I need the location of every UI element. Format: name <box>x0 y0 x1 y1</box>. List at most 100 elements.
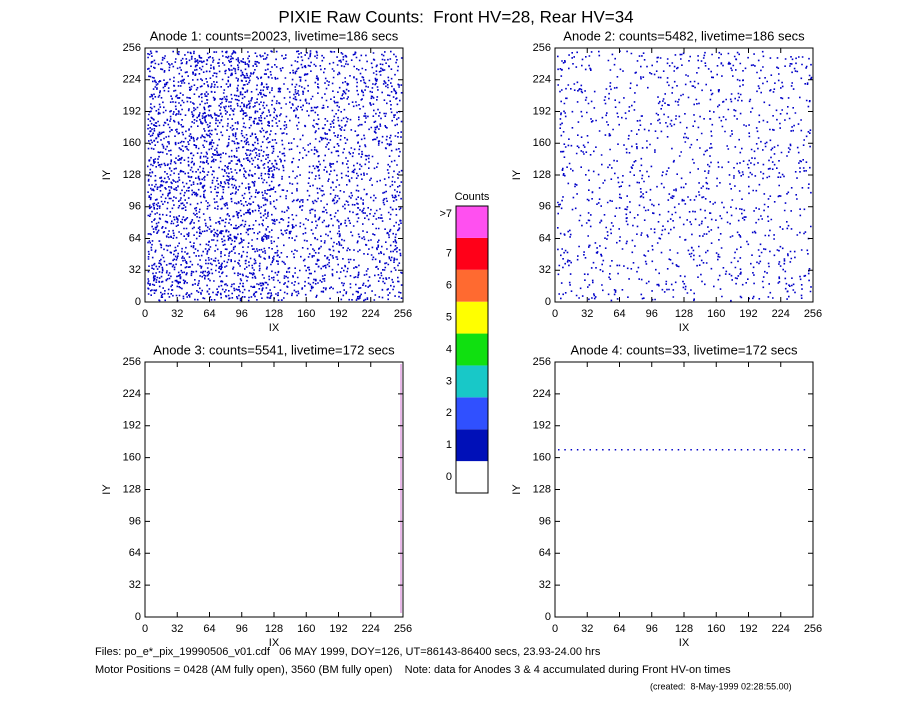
y-axis-label: IY <box>511 484 523 495</box>
x-tick-label: 96 <box>646 623 658 635</box>
x-tick-label: 224 <box>772 308 790 320</box>
colorbar-label: 3 <box>446 375 452 387</box>
x-axis-label: IX <box>269 637 280 649</box>
x-tick-label: 32 <box>581 308 593 320</box>
y-tick-label: 128 <box>123 483 141 495</box>
x-tick-label: 160 <box>297 308 315 320</box>
y-tick-label: 192 <box>533 105 551 117</box>
x-tick-label: 64 <box>203 623 215 635</box>
x-tick-label: 224 <box>362 308 380 320</box>
y-tick-label: 96 <box>539 515 551 527</box>
y-tick-label: 64 <box>539 232 551 244</box>
y-tick-label: 256 <box>123 42 141 54</box>
footer-created: (created: 8-May-1999 02:28:55.00) <box>650 681 792 691</box>
x-tick-label: 96 <box>236 308 248 320</box>
plot-frame <box>554 47 814 303</box>
figure-title: PIXIE Raw Counts: Front HV=28, Rear HV=3… <box>278 7 633 26</box>
x-tick-label: 0 <box>142 308 148 320</box>
y-axis-label: IY <box>511 169 523 180</box>
footer-motor: Motor Positions = 0428 (AM fully open), … <box>95 664 731 676</box>
y-tick-label: 160 <box>533 452 551 464</box>
x-tick-label: 64 <box>613 623 625 635</box>
colorbar-frame <box>455 205 489 494</box>
colorbar-label: 2 <box>446 407 452 419</box>
y-tick-label: 160 <box>123 137 141 149</box>
plot-frame <box>144 361 404 618</box>
y-axis-label: IY <box>101 169 113 180</box>
colorbar-cell <box>456 365 488 398</box>
y-tick-label: 32 <box>129 264 141 276</box>
x-tick-label: 160 <box>707 623 725 635</box>
x-tick-label: 32 <box>171 308 183 320</box>
colorbar-cell <box>456 301 488 334</box>
y-tick-label: 0 <box>545 296 551 308</box>
y-tick-label: 64 <box>129 232 141 244</box>
x-axis-label: IX <box>679 637 690 649</box>
y-tick-label: 0 <box>545 611 551 623</box>
x-tick-label: 224 <box>772 623 790 635</box>
y-tick-label: 256 <box>123 356 141 368</box>
colorbar-label: 7 <box>446 248 452 260</box>
x-tick-label: 192 <box>739 308 757 320</box>
x-tick-label: 192 <box>329 308 347 320</box>
y-tick-label: 64 <box>129 547 141 559</box>
y-tick-label: 192 <box>123 105 141 117</box>
y-tick-label: 96 <box>129 515 141 527</box>
colorbar-cell <box>456 237 488 270</box>
panel-title: Anode 2: counts=5482, livetime=186 secs <box>563 28 805 43</box>
pixel-texture <box>147 50 403 302</box>
panel-title: Anode 3: counts=5541, livetime=172 secs <box>153 342 395 357</box>
panel-title: Anode 1: counts=20023, livetime=186 secs <box>150 28 399 43</box>
pixel-texture <box>558 449 806 451</box>
x-tick-label: 64 <box>613 308 625 320</box>
x-tick-label: 32 <box>171 623 183 635</box>
y-tick-label: 96 <box>129 201 141 213</box>
x-tick-label: 160 <box>297 623 315 635</box>
footer-files: Files: po_e*_pix_19990506_v01.cdf 06 MAY… <box>95 646 601 658</box>
x-tick-label: 0 <box>552 623 558 635</box>
colorbar-cell <box>456 461 488 493</box>
y-tick-label: 96 <box>539 201 551 213</box>
y-tick-label: 160 <box>123 452 141 464</box>
x-tick-label: 96 <box>646 308 658 320</box>
colorbar-label: 1 <box>446 439 452 451</box>
colorbar-cell <box>456 333 488 366</box>
y-tick-label: 32 <box>539 579 551 591</box>
panel-title: Anode 4: counts=33, livetime=172 secs <box>571 342 798 357</box>
colorbar-title: Counts <box>455 191 490 203</box>
y-tick-label: 0 <box>135 611 141 623</box>
y-tick-label: 128 <box>533 483 551 495</box>
x-tick-label: 96 <box>236 623 248 635</box>
x-tick-label: 64 <box>203 308 215 320</box>
colorbar-cell <box>456 206 488 238</box>
colorbar-label: >7 <box>439 208 452 220</box>
y-tick-label: 224 <box>123 388 141 400</box>
x-tick-label: 256 <box>394 308 412 320</box>
colorbar-label: 5 <box>446 312 452 324</box>
x-axis-label: IX <box>269 322 280 334</box>
y-tick-label: 224 <box>533 388 551 400</box>
y-tick-label: 128 <box>123 169 141 181</box>
colorbar-cell <box>456 269 488 302</box>
plot-frame <box>554 361 814 618</box>
colorbar-cell <box>456 397 488 430</box>
y-tick-label: 192 <box>123 420 141 432</box>
x-tick-label: 192 <box>329 623 347 635</box>
y-tick-label: 32 <box>129 579 141 591</box>
x-tick-label: 160 <box>707 308 725 320</box>
y-tick-label: 64 <box>539 547 551 559</box>
y-tick-label: 128 <box>533 169 551 181</box>
y-tick-label: 192 <box>533 420 551 432</box>
x-tick-label: 32 <box>581 623 593 635</box>
x-tick-label: 224 <box>362 623 380 635</box>
y-tick-label: 32 <box>539 264 551 276</box>
x-tick-label: 128 <box>675 623 693 635</box>
y-tick-label: 256 <box>533 356 551 368</box>
x-tick-label: 0 <box>142 623 148 635</box>
x-tick-label: 256 <box>804 623 822 635</box>
y-tick-label: 0 <box>135 296 141 308</box>
x-tick-label: 0 <box>552 308 558 320</box>
x-tick-label: 192 <box>739 623 757 635</box>
pixel-texture <box>557 50 813 302</box>
